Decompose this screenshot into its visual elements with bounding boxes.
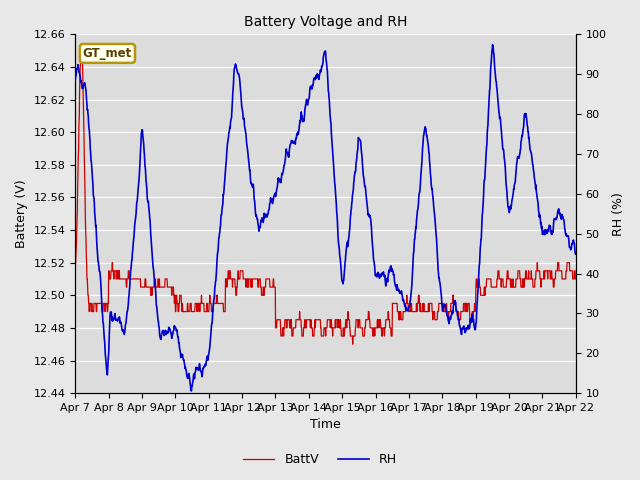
RH	[303, 102, 311, 108]
RH	[110, 316, 118, 322]
Legend: BattV, RH: BattV, RH	[238, 448, 402, 471]
RH	[72, 77, 79, 83]
BattV	[572, 276, 580, 282]
Y-axis label: RH (%): RH (%)	[612, 192, 625, 236]
BattV	[349, 341, 356, 347]
BattV	[357, 325, 365, 331]
X-axis label: Time: Time	[310, 419, 341, 432]
Y-axis label: Battery (V): Battery (V)	[15, 180, 28, 248]
RH	[489, 42, 497, 48]
RH	[356, 138, 364, 144]
RH	[188, 388, 195, 394]
RH	[572, 252, 580, 257]
RH	[294, 132, 302, 137]
RH	[284, 153, 292, 158]
BattV	[77, 48, 84, 54]
BattV	[284, 317, 292, 323]
BattV	[131, 276, 138, 282]
Line: BattV: BattV	[76, 51, 576, 344]
RH	[131, 227, 138, 233]
BattV	[303, 317, 311, 323]
Line: RH: RH	[76, 45, 576, 391]
BattV	[111, 268, 118, 274]
BattV	[294, 317, 302, 323]
Text: GT_met: GT_met	[83, 47, 132, 60]
Title: Battery Voltage and RH: Battery Voltage and RH	[244, 15, 407, 29]
BattV	[72, 268, 79, 274]
